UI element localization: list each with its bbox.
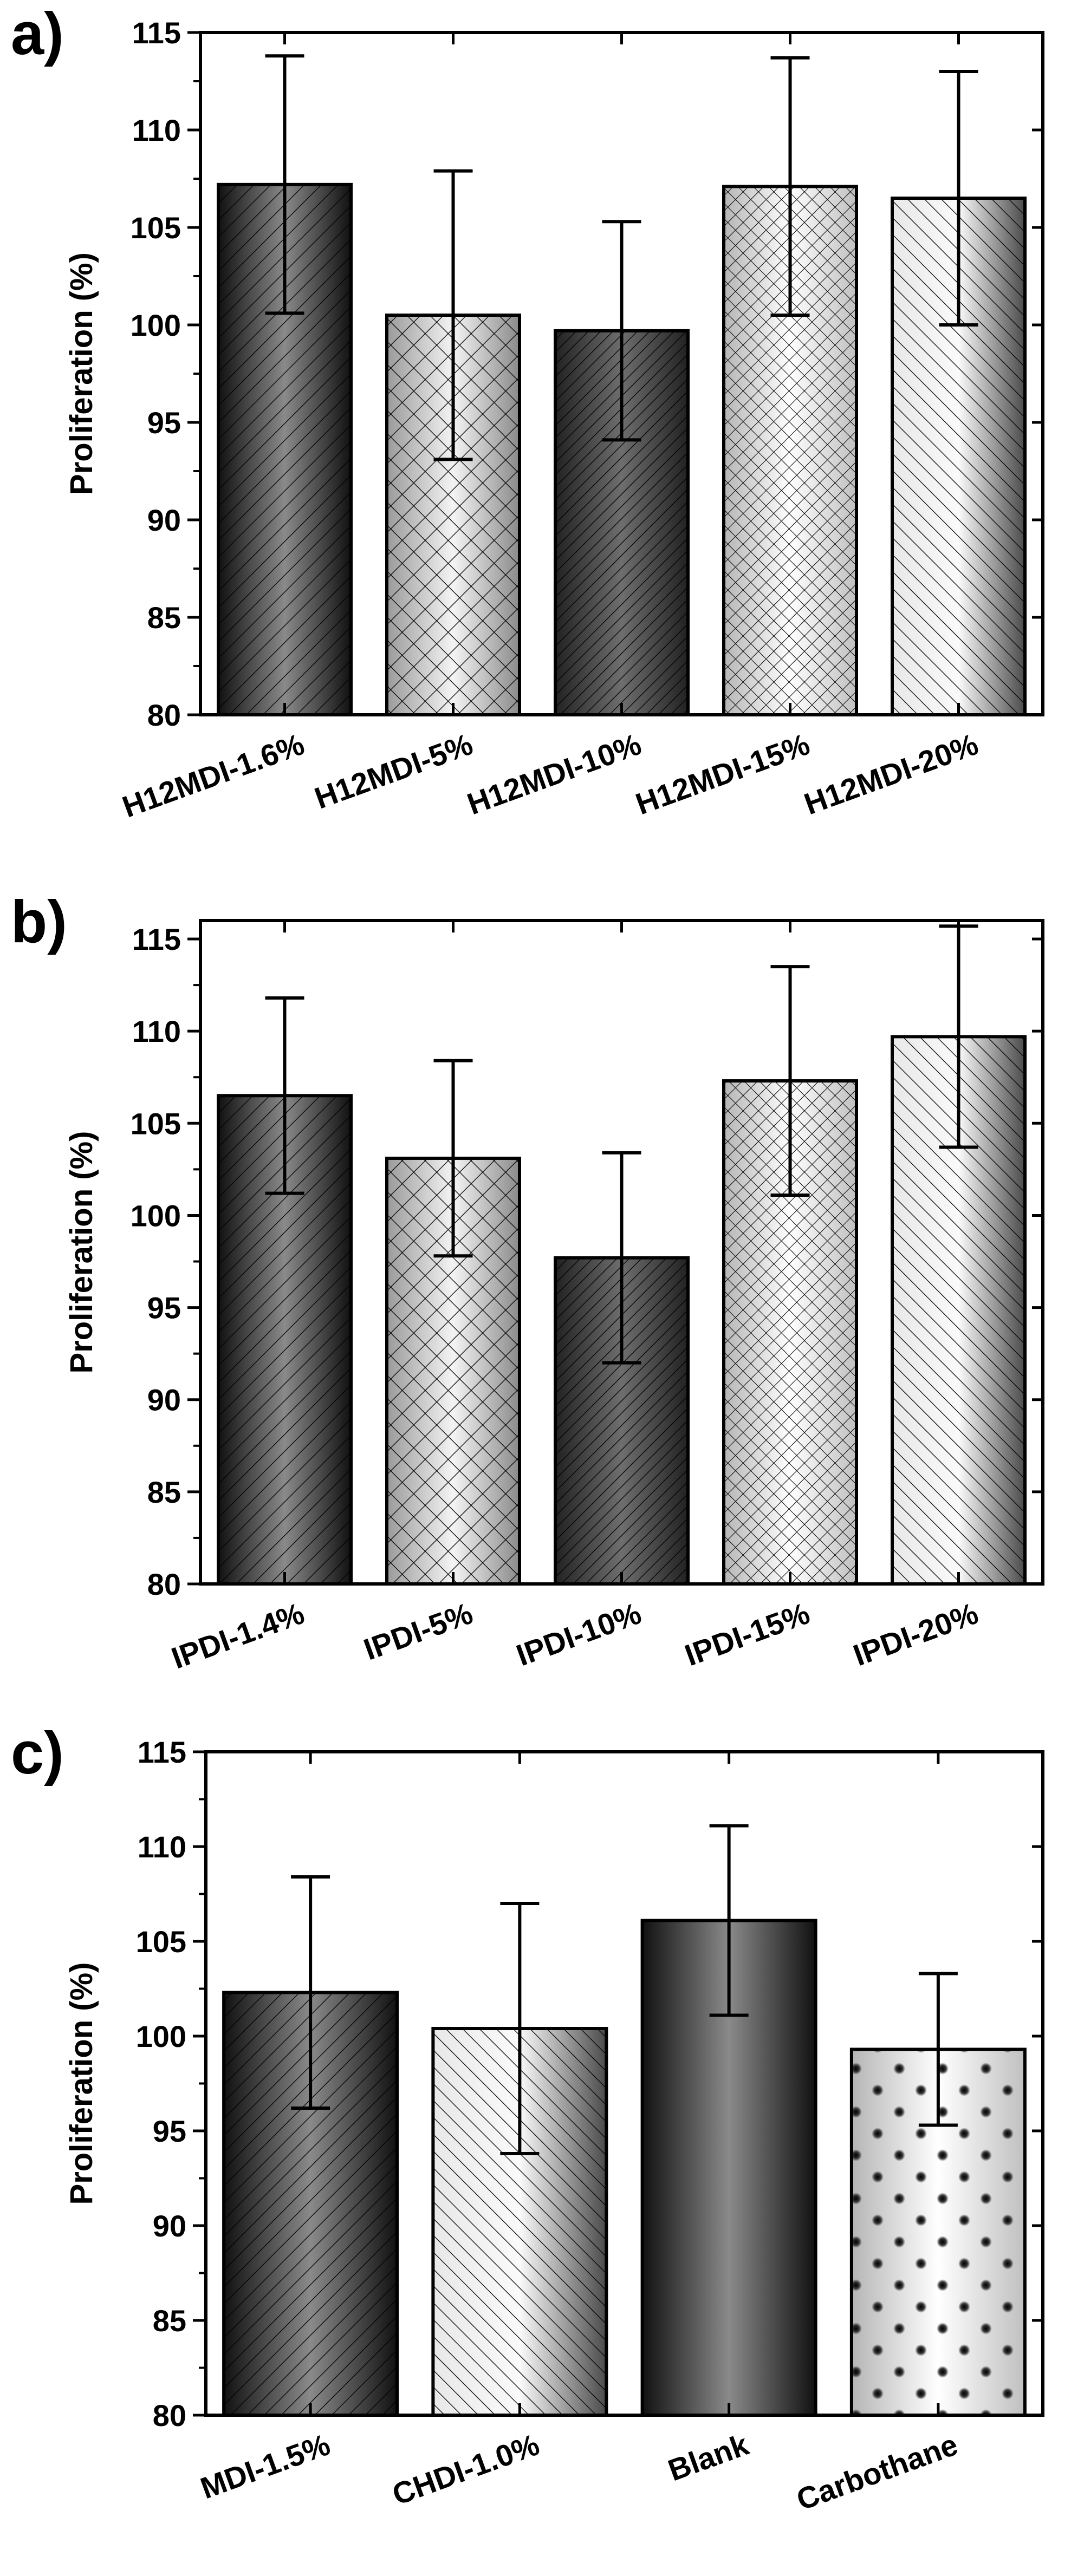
y-tick-label: 105 — [131, 1106, 181, 1140]
y-tick-label: 85 — [153, 2304, 186, 2338]
y-tick-label: 100 — [136, 2019, 186, 2053]
category-label: IPDI-1.4% — [167, 1596, 308, 1675]
panel-2: b) IPDI-1.4% IPDI-5% IPDI-10% IPDI-15% IPDI-2… — [11, 889, 1044, 1675]
category-label: H12MDI-5% — [310, 727, 477, 816]
y-tick-label: 110 — [138, 1830, 186, 1864]
panel-1: a) H12MDI-1.6% H12MDI-5%H12MDI-10%H12MDI-1… — [11, 1, 1044, 824]
y-tick-label: 95 — [147, 1291, 181, 1325]
y-tick-label: 80 — [153, 2398, 186, 2432]
y-tick-label: 95 — [147, 406, 181, 440]
y-tick-label: 85 — [147, 1475, 181, 1509]
y-tick-label: 110 — [132, 113, 181, 147]
category-label: CHDI-1.0% — [388, 2427, 544, 2512]
category-label: IPDI-10% — [512, 1596, 646, 1672]
category-label: MDI-1.5% — [196, 2427, 334, 2505]
category-label: H12MDI-20% — [800, 727, 982, 821]
y-tick-label: 80 — [147, 698, 181, 732]
category-label: IPDI-5% — [359, 1596, 477, 1667]
axes-frame — [199, 919, 1044, 1586]
y-tick-label: 110 — [132, 1014, 181, 1048]
y-tick-label: 100 — [131, 1198, 181, 1232]
y-tick-label: 100 — [131, 308, 181, 342]
category-label: H12MDI-1.6% — [118, 727, 309, 824]
y-axis-title: Proliferation (%) — [64, 1131, 99, 1374]
category-label: Carbothane — [792, 2427, 962, 2517]
category-label: H12MDI-10% — [463, 727, 645, 821]
category-label: Blank — [664, 2427, 754, 2488]
y-tick-label: 115 — [138, 1735, 186, 1769]
y-tick-label: 115 — [132, 16, 181, 50]
y-axis-title: Proliferation (%) — [64, 1962, 99, 2205]
y-tick-label: 115 — [132, 922, 181, 956]
panel-label: b) — [11, 889, 67, 955]
category-label: IPDI-20% — [849, 1596, 983, 1672]
category-label: H12MDI-15% — [631, 727, 814, 821]
y-tick-label: 95 — [153, 2114, 186, 2148]
panel-label: c) — [11, 1720, 64, 1786]
y-tick-label: 90 — [147, 1383, 181, 1417]
y-tick-label: 85 — [147, 601, 181, 635]
category-label: IPDI-15% — [680, 1596, 814, 1672]
y-axis-title: Proliferation (%) — [64, 252, 99, 495]
y-tick-label: 105 — [131, 211, 181, 245]
panel-label: a) — [11, 1, 64, 67]
y-tick-label: 90 — [147, 503, 181, 537]
y-tick-label: 90 — [153, 2209, 186, 2243]
y-tick-label: 105 — [136, 1925, 186, 1959]
panel-3: c) MDI-1.5% CHDI-1.0% Blank Carbothane 80 85 90… — [11, 1720, 1044, 2517]
y-tick-label: 80 — [147, 1567, 181, 1601]
